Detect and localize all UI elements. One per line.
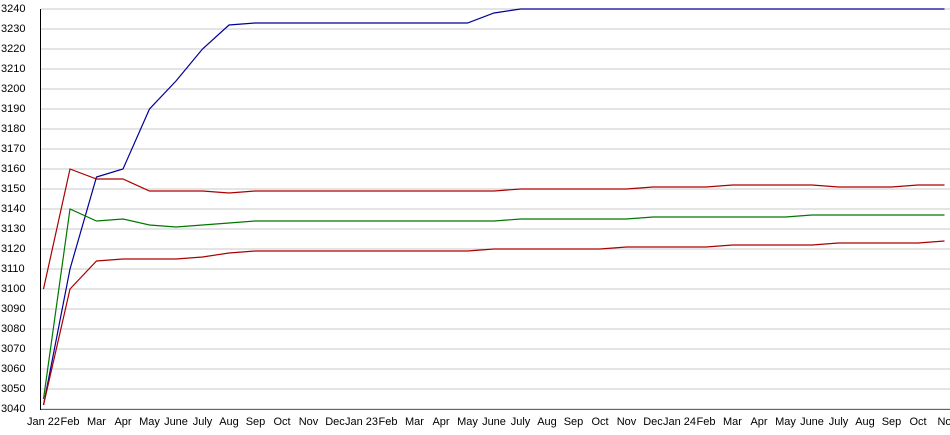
x-tick-label: Sep: [882, 416, 902, 428]
x-tick-label: Oct: [273, 416, 290, 428]
x-tick-label: Feb: [697, 416, 716, 428]
y-tick-label: 3150: [1, 183, 25, 195]
y-tick-label: 3160: [1, 163, 25, 175]
x-tick-label: May: [457, 416, 478, 428]
y-tick-label: 3040: [1, 403, 25, 415]
x-tick-label: Feb: [379, 416, 398, 428]
x-tick-label: June: [482, 416, 506, 428]
y-tick-label: 3190: [1, 103, 25, 115]
y-tick-label: 3230: [1, 23, 25, 35]
x-tick-label: Nov: [617, 416, 637, 428]
y-tick-label: 3060: [1, 363, 25, 375]
x-tick-label: Dec: [325, 416, 345, 428]
y-tick-label: 3110: [1, 263, 25, 275]
series-line: [42, 8, 945, 406]
x-tick-label: June: [164, 416, 188, 428]
x-tick-label: Aug: [537, 416, 557, 428]
x-tick-label: Apr: [750, 416, 767, 428]
y-tick-label: 3080: [1, 323, 25, 335]
x-tick-label: Mar: [87, 416, 106, 428]
x-tick-label: Mar: [723, 416, 742, 428]
y-tick-label: 3240: [1, 3, 25, 15]
x-tick-label: Nov: [299, 416, 319, 428]
x-tick-label: July: [829, 416, 849, 428]
y-tick-label: 3130: [1, 223, 25, 235]
x-tick-label: Oct: [909, 416, 926, 428]
y-tick-label: 3120: [1, 243, 25, 255]
x-tick-label: No: [937, 416, 950, 428]
x-tick-label: June: [800, 416, 824, 428]
y-tick-label: 3180: [1, 123, 25, 135]
x-tick-label: July: [193, 416, 213, 428]
x-tick-label: Sep: [564, 416, 584, 428]
series-line: [42, 240, 945, 406]
y-tick-label: 3170: [1, 143, 25, 155]
y-tick-label: 3220: [1, 43, 25, 55]
x-tick-label: May: [775, 416, 796, 428]
x-tick-label: Feb: [61, 416, 80, 428]
y-tick-label: 3050: [1, 383, 25, 395]
x-tick-label: Jan 23: [345, 416, 378, 428]
x-tick-label: May: [139, 416, 160, 428]
x-tick-label: Jan 22: [27, 416, 60, 428]
series-line: [42, 208, 945, 400]
y-tick-label: 3200: [1, 83, 25, 95]
x-tick-label: Aug: [855, 416, 875, 428]
y-tick-label: 3210: [1, 63, 25, 75]
x-tick-label: Jan 24: [663, 416, 696, 428]
series-line: [42, 168, 945, 290]
x-tick-label: Apr: [114, 416, 131, 428]
y-tick-label: 3090: [1, 303, 25, 315]
y-tick-label: 3140: [1, 203, 25, 215]
x-tick-label: Oct: [591, 416, 608, 428]
x-tick-label: Dec: [643, 416, 663, 428]
y-tick-label: 3070: [1, 343, 25, 355]
x-tick-label: Sep: [246, 416, 266, 428]
x-tick-label: July: [511, 416, 531, 428]
x-tick-label: Mar: [405, 416, 424, 428]
y-tick-label: 3100: [1, 283, 25, 295]
x-tick-label: Aug: [219, 416, 239, 428]
x-tick-label: Apr: [432, 416, 449, 428]
